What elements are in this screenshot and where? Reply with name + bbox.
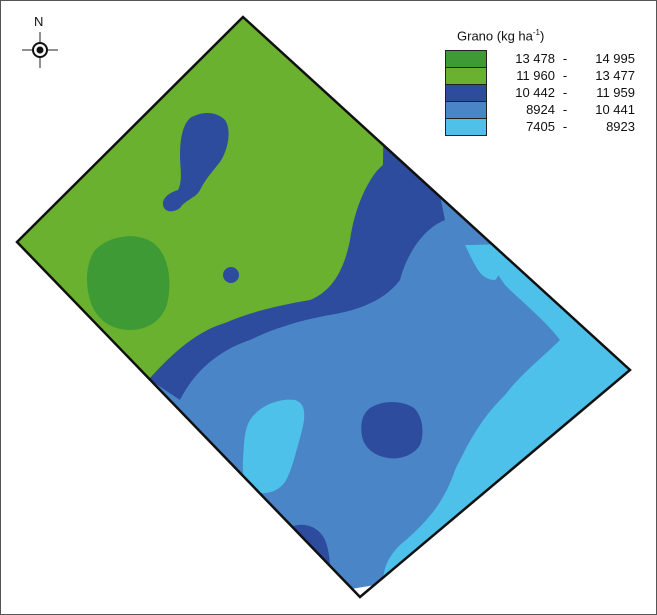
legend-labels: 13 478-14 995 11 960-13 477 10 442-11 95… xyxy=(491,50,635,135)
legend-entry: 8924-10 441 xyxy=(526,102,635,117)
field-boundary xyxy=(15,15,632,599)
compass-north-arrow-icon xyxy=(22,32,58,68)
legend-swatch xyxy=(446,51,486,68)
legend-swatch xyxy=(446,102,486,119)
legend-swatch xyxy=(446,119,486,135)
legend-swatch xyxy=(446,68,486,85)
legend-swatches xyxy=(445,50,487,136)
legend-entry: 10 442-11 959 xyxy=(515,85,635,100)
zone-13478-14995 xyxy=(87,236,170,330)
zone-10442-11959-center xyxy=(361,402,423,459)
legend-swatch xyxy=(446,85,486,102)
north-label: N xyxy=(34,14,44,29)
north-indicator: N xyxy=(20,14,60,68)
zone-7405-8923-corner xyxy=(465,245,501,280)
legend-entry: 7405-8923 xyxy=(526,119,635,134)
legend-title: Grano (kg ha-1) xyxy=(457,28,545,44)
zone-10442-11959-island-north xyxy=(162,113,229,212)
zone-10442-11959-dot xyxy=(223,267,239,283)
legend-entry: 13 478-14 995 xyxy=(515,51,635,66)
zone-7405-8923-west xyxy=(242,399,305,494)
legend-entry: 11 960-13 477 xyxy=(516,68,635,83)
